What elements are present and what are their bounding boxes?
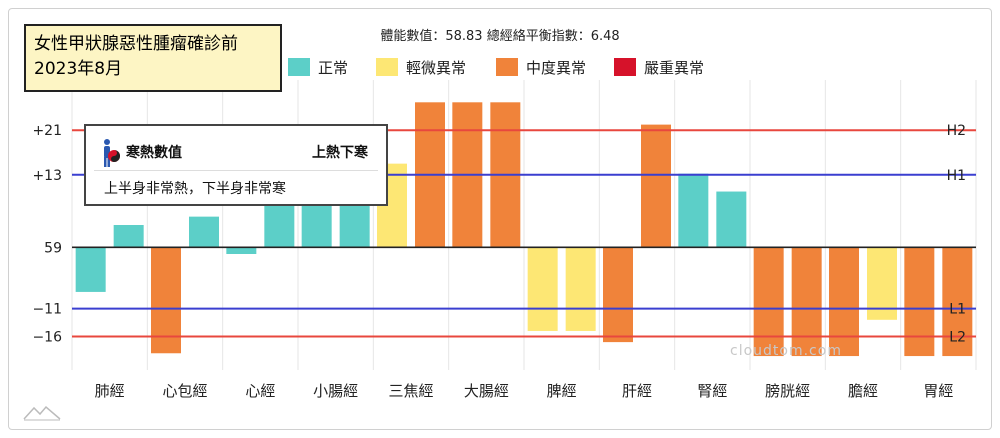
title-line-1: 女性甲狀腺惡性腫瘤確診前: [34, 34, 238, 54]
title-box: 女性甲狀腺惡性腫瘤確診前 2023年8月: [24, 24, 282, 92]
legend-label: 嚴重異常: [644, 59, 704, 77]
x-tick-label: 脾經: [547, 382, 577, 400]
bar: [527, 247, 558, 331]
x-tick-label: 膽經: [848, 382, 878, 400]
legend-swatch: [496, 58, 518, 76]
legend-swatch: [614, 58, 636, 76]
reference-line-label: H1: [947, 168, 966, 184]
x-tick-label: 胃經: [923, 382, 953, 400]
legend: 正常 輕微異常 中度異常 嚴重異常: [288, 58, 704, 77]
bar: [565, 247, 596, 331]
bar: [942, 247, 973, 357]
y-tick-label: −11: [32, 302, 62, 318]
y-tick-label: −16: [32, 330, 62, 346]
legend-swatch: [376, 58, 398, 76]
tooltip-box: 寒熱數值 上熱下寒 上半身非常熱，下半身非常寒: [84, 124, 388, 206]
tooltip-description: 上半身非常熱，下半身非常寒: [104, 181, 286, 197]
x-tick-label: 肝經: [622, 382, 652, 400]
x-tick-label: 三焦經: [388, 382, 433, 400]
reference-line-label: L2: [949, 330, 966, 346]
bar: [226, 247, 257, 254]
tooltip-header: [94, 134, 378, 171]
bar: [189, 216, 219, 248]
bar: [716, 191, 747, 248]
tooltip-value: 上熱下寒: [312, 145, 368, 161]
y-tick-label: 59: [44, 240, 62, 256]
x-tick-label: 大腸經: [464, 382, 509, 400]
legend-label: 輕微異常: [406, 59, 466, 77]
title-line-2: 2023年8月: [34, 59, 123, 79]
legend-swatch: [288, 58, 310, 76]
x-tick-label: 腎經: [697, 382, 727, 400]
tooltip-label: 寒熱數值: [126, 145, 182, 161]
x-tick-label: 膀胱經: [765, 382, 810, 400]
y-tick-labels: +21 +13 59 −11 −16: [32, 123, 62, 345]
x-tick-label: 小腸經: [313, 382, 358, 400]
x-tick-label: 心包經: [162, 382, 207, 400]
reference-line-label: L1: [949, 302, 966, 318]
bar: [113, 225, 144, 248]
yin-yang-person-icon: [104, 139, 120, 167]
reference-line-label: H2: [947, 123, 966, 139]
bar: [75, 247, 106, 292]
x-tick-labels: 肺經 心包經 心經 小腸經 三焦經 大腸經 脾經 肝經 腎經 膀胱經 膽經 胃經: [95, 382, 954, 400]
bar: [678, 173, 709, 248]
legend-label: 中度異常: [526, 59, 586, 77]
y-tick-label: +13: [32, 168, 62, 184]
mountain-logo-icon: [23, 405, 61, 421]
x-tick-label: 肺經: [95, 382, 125, 400]
watermark: cloudtom.com: [730, 343, 842, 359]
bar: [753, 247, 784, 357]
legend-label: 正常: [318, 59, 348, 77]
bar: [829, 247, 859, 357]
y-tick-label: +21: [32, 123, 62, 139]
bar: [603, 247, 633, 343]
bar: [791, 247, 822, 357]
bar: [641, 124, 671, 248]
x-tick-label: 心經: [245, 382, 275, 400]
chart-subtitle: 體能數值：58.83 總經絡平衡指數：6.48: [380, 28, 619, 44]
bar: [904, 247, 935, 357]
